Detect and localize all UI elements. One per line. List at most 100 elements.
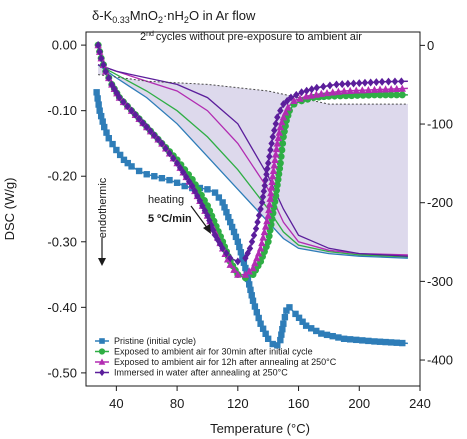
data-point xyxy=(272,144,281,153)
data-point xyxy=(196,196,204,205)
data-point xyxy=(292,310,299,318)
data-point xyxy=(264,159,272,168)
legend-label: Exposed to ambient air for 30min after i… xyxy=(114,347,313,357)
data-point xyxy=(259,325,267,332)
data-point xyxy=(269,132,276,141)
data-point xyxy=(241,270,250,278)
fill-area xyxy=(98,64,408,259)
data-point xyxy=(186,177,193,186)
data-point xyxy=(260,187,268,196)
data-point xyxy=(254,218,261,227)
data-point xyxy=(272,150,280,158)
data-point xyxy=(259,192,267,201)
second-cycles-annotation: 2nd cycles without pre-exposure to ambien… xyxy=(140,31,362,43)
endothermic-label: endothermic xyxy=(97,177,109,238)
data-point xyxy=(365,91,373,99)
rate-label: 5 ºC/min xyxy=(148,213,192,225)
data-point xyxy=(323,88,331,97)
y-tick-label: -0.50 xyxy=(47,365,77,380)
data-point xyxy=(370,85,379,93)
data-point xyxy=(173,179,181,186)
data-point xyxy=(124,159,131,167)
data-point xyxy=(393,84,401,93)
data-point xyxy=(173,159,181,168)
data-point xyxy=(299,318,306,325)
data-point xyxy=(283,307,290,314)
data-point xyxy=(258,238,266,247)
data-point xyxy=(255,211,263,220)
data-point xyxy=(329,88,337,96)
data-point xyxy=(385,77,392,86)
data-point xyxy=(361,78,369,87)
data-point xyxy=(283,96,291,105)
data-point xyxy=(105,135,112,142)
data-point xyxy=(162,144,169,153)
data-point xyxy=(329,332,336,340)
data-point xyxy=(266,152,273,161)
data-point xyxy=(262,330,269,337)
data-point xyxy=(248,237,256,246)
data-point xyxy=(211,189,219,196)
data-point xyxy=(230,228,238,236)
second-cycle-upper-line xyxy=(98,74,408,105)
data-point xyxy=(176,163,184,172)
data-point xyxy=(373,78,380,87)
data-point xyxy=(135,167,143,175)
data-point xyxy=(335,334,342,341)
data-point xyxy=(100,60,107,69)
data-point xyxy=(296,94,304,102)
data-point xyxy=(340,335,348,342)
data-point xyxy=(151,173,158,180)
x-tick-label: 80 xyxy=(170,396,184,411)
data-point xyxy=(256,244,265,252)
data-point xyxy=(199,201,206,210)
y-tick-label: -0.40 xyxy=(47,300,77,315)
data-point xyxy=(95,101,102,108)
data-point xyxy=(97,54,105,63)
data-point xyxy=(317,89,326,97)
data-point xyxy=(230,265,238,273)
data-point xyxy=(219,244,226,253)
data-point xyxy=(276,165,284,173)
endothermic-arrowhead xyxy=(98,258,106,266)
data-point xyxy=(120,156,128,164)
data-point xyxy=(391,77,399,86)
data-point xyxy=(277,106,284,115)
y-axis-label: DSC (W/g) xyxy=(2,178,17,241)
data-point xyxy=(183,172,190,181)
data-point xyxy=(272,119,279,128)
data-point xyxy=(279,113,288,121)
data-point xyxy=(376,338,384,345)
data-point xyxy=(251,303,259,310)
data-point xyxy=(269,172,277,180)
data-point xyxy=(249,264,257,272)
x-tick-label: 120 xyxy=(227,396,249,411)
data-point xyxy=(278,331,285,338)
data-point xyxy=(302,322,310,329)
data-point xyxy=(276,123,285,131)
data-point xyxy=(333,80,340,89)
data-point xyxy=(94,41,102,50)
data-point xyxy=(382,91,390,99)
data-point xyxy=(237,249,245,256)
data-point xyxy=(365,337,372,345)
data-point xyxy=(273,181,281,189)
data-point xyxy=(269,340,276,348)
data-point xyxy=(399,339,406,347)
data-point xyxy=(227,218,234,226)
data-point xyxy=(201,206,209,215)
x-axis-label: Temperature (°C) xyxy=(210,421,310,436)
data-point xyxy=(275,170,283,178)
data-point xyxy=(281,313,289,321)
data-point xyxy=(124,102,131,111)
data-point xyxy=(359,337,366,344)
data-point xyxy=(279,325,286,333)
data-point xyxy=(293,90,300,99)
data-point xyxy=(376,91,384,99)
data-point xyxy=(277,153,285,161)
data-point xyxy=(258,198,266,207)
data-point xyxy=(313,327,320,335)
heating-arrowhead xyxy=(203,224,211,234)
data-point xyxy=(105,73,112,82)
data-point xyxy=(208,221,215,230)
